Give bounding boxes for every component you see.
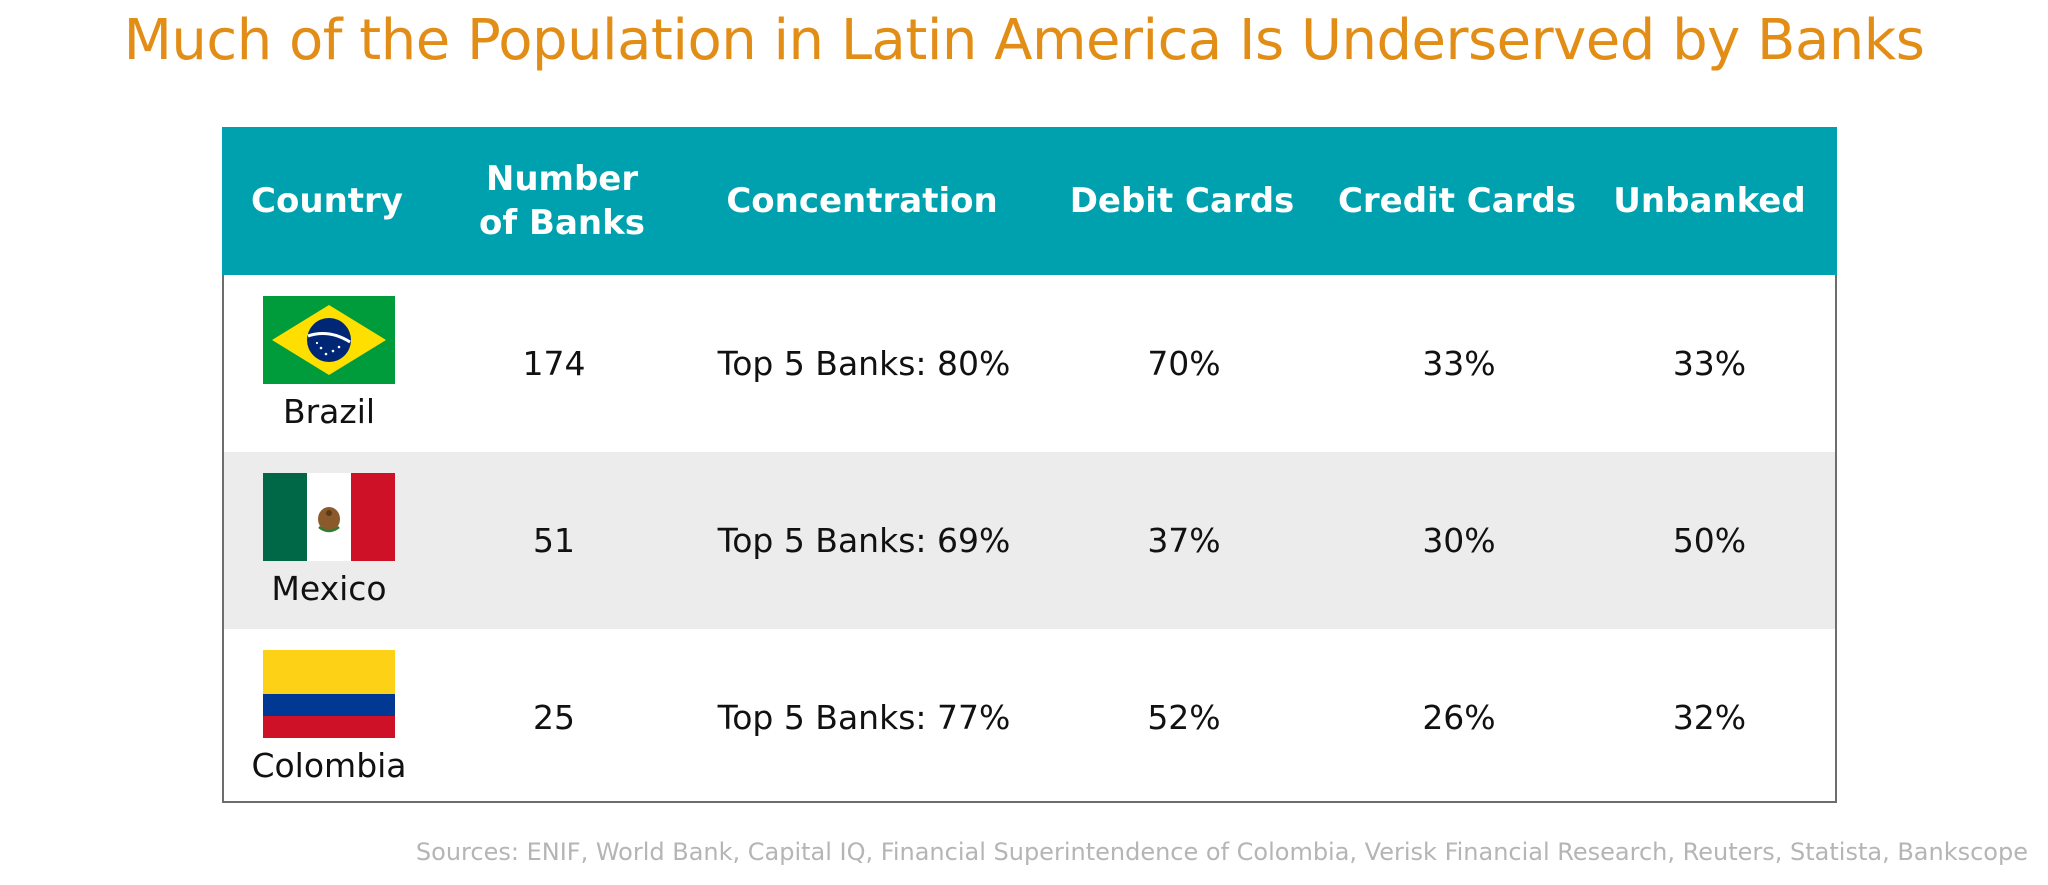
data-table: Country Number of Banks Concentration De… bbox=[222, 127, 1837, 803]
banks-value: 51 bbox=[533, 521, 575, 560]
header-debit-cards: Debit Cards bbox=[1032, 127, 1332, 275]
header-debit-cards-label: Debit Cards bbox=[1069, 181, 1295, 221]
mexico-flag-icon bbox=[263, 473, 395, 561]
country-name: Colombia bbox=[251, 746, 407, 785]
table-row: Colombia 25 Top 5 Banks: 77% 52% 26% 32% bbox=[224, 629, 1835, 806]
country-cell: Mexico bbox=[224, 452, 434, 629]
header-country: Country bbox=[222, 127, 432, 275]
header-number-of-banks-line1: Number bbox=[485, 159, 639, 199]
header-concentration: Concentration bbox=[692, 127, 1032, 275]
banks-value: 174 bbox=[522, 344, 586, 383]
country-cell: Colombia bbox=[224, 629, 434, 806]
country-name: Mexico bbox=[271, 569, 387, 608]
banks-value: 25 bbox=[533, 698, 575, 737]
header-concentration-label: Concentration bbox=[726, 181, 998, 221]
concentration-value: Top 5 Banks: 69% bbox=[717, 521, 1011, 560]
credit-value: 33% bbox=[1422, 344, 1496, 383]
concentration-value: Top 5 Banks: 80% bbox=[717, 344, 1011, 383]
unbanked-value: 32% bbox=[1672, 698, 1747, 737]
table-header: Country Number of Banks Concentration De… bbox=[222, 127, 1837, 275]
header-credit-cards-label: Credit Cards bbox=[1337, 181, 1577, 221]
country-cell: Brazil bbox=[224, 275, 434, 452]
colombia-flag-icon bbox=[263, 650, 395, 738]
page-title: Much of the Population in Latin America … bbox=[123, 8, 1925, 73]
header-country-label: Country bbox=[251, 181, 403, 221]
debit-value: 37% bbox=[1147, 521, 1221, 560]
header-unbanked-label: Unbanked bbox=[1613, 181, 1806, 221]
credit-value: 30% bbox=[1422, 521, 1496, 560]
sources-note: Sources: ENIF, World Bank, Capital IQ, F… bbox=[415, 838, 2028, 866]
header-number-of-banks-line2: of Banks bbox=[479, 203, 645, 243]
brazil-flag-icon bbox=[263, 296, 395, 384]
table-row: Brazil 174 Top 5 Banks: 80% 70% 33% 33% bbox=[224, 275, 1835, 452]
debit-value: 52% bbox=[1147, 698, 1221, 737]
header-unbanked: Unbanked bbox=[1582, 127, 1837, 275]
credit-value: 26% bbox=[1422, 698, 1496, 737]
unbanked-value: 50% bbox=[1672, 521, 1747, 560]
header-number-of-banks: Number of Banks bbox=[432, 127, 692, 275]
unbanked-value: 33% bbox=[1672, 344, 1747, 383]
debit-value: 70% bbox=[1147, 344, 1221, 383]
header-credit-cards: Credit Cards bbox=[1332, 127, 1582, 275]
table-row: Mexico 51 Top 5 Banks: 69% 37% 30% 50% bbox=[224, 452, 1835, 629]
country-name: Brazil bbox=[282, 392, 376, 431]
concentration-value: Top 5 Banks: 77% bbox=[717, 698, 1011, 737]
